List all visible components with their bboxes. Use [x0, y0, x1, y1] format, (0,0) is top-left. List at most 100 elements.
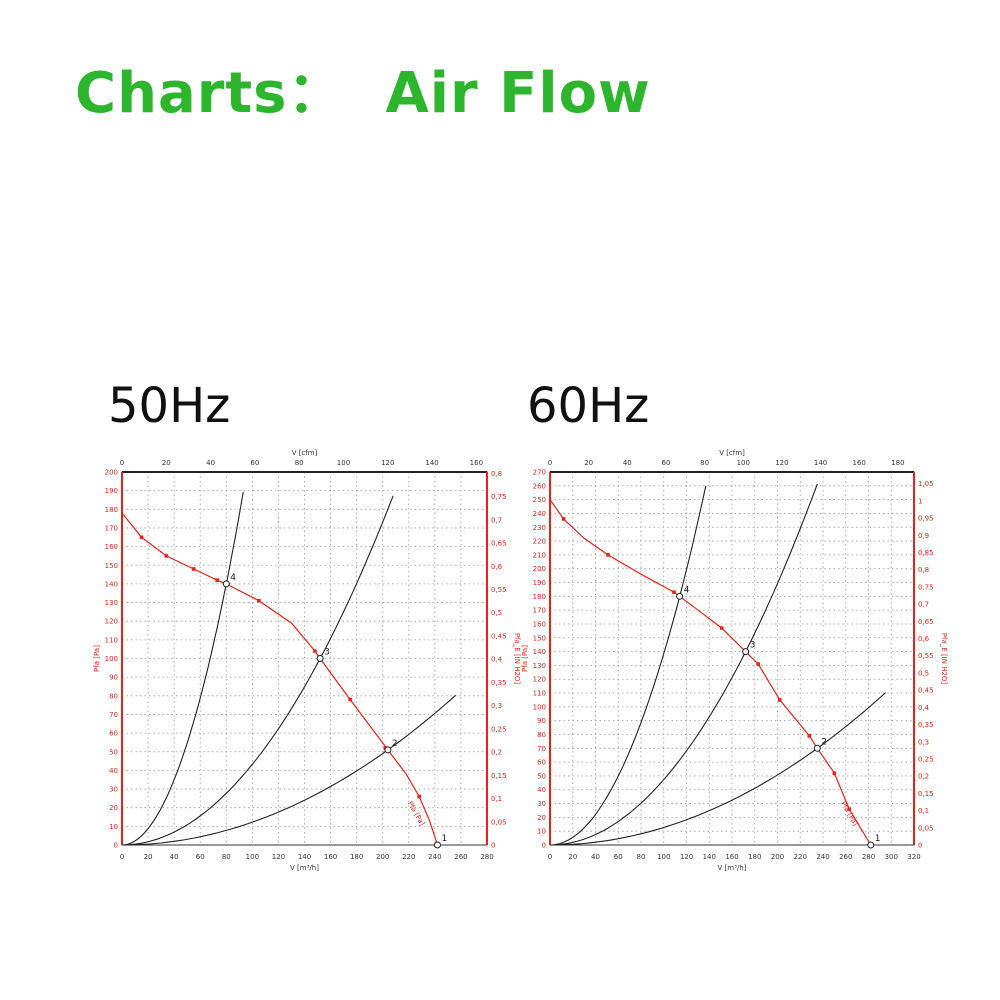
x2-tick-label: 40 — [623, 459, 632, 467]
y2-tick-label: 0,45 — [918, 687, 934, 695]
y-tick-label: 10 — [109, 823, 118, 831]
operating-point — [433, 841, 441, 849]
y2-tick-label: 0,1 — [918, 807, 929, 815]
y2-tick-label: 0,55 — [491, 586, 507, 594]
page-title: Charts： Air Flow — [75, 61, 651, 126]
x2-tick-label: 120 — [775, 459, 788, 467]
x2-tick-label: 120 — [381, 459, 394, 467]
x-tick-label: 120 — [680, 853, 693, 861]
y-tick-label: 60 — [537, 759, 546, 767]
y2-tick-label: 0,45 — [491, 632, 507, 640]
x-tick-label: 60 — [614, 853, 623, 861]
y-tick-label: 80 — [109, 692, 118, 700]
fan-curve-marker — [719, 626, 724, 630]
x-tick-label: 180 — [350, 853, 363, 861]
x-tick-label: 220 — [402, 853, 415, 861]
fan-curve-marker — [807, 734, 812, 738]
y2-tick-label: 0 — [491, 842, 495, 850]
operating-point-label: 3 — [750, 641, 756, 651]
y-tick-label: 150 — [105, 562, 118, 570]
y2-tick-label: 0,75 — [491, 493, 507, 501]
x-tick-label: 160 — [324, 853, 337, 861]
x-tick-label: 120 — [272, 853, 285, 861]
y-tick-label: 100 — [105, 655, 118, 663]
operating-point — [222, 580, 230, 588]
y-tick-label: 190 — [533, 579, 546, 587]
fan-curve-marker — [191, 567, 196, 571]
fan-curve-marker — [832, 771, 837, 775]
x-tick-label: 140 — [298, 853, 311, 861]
y-tick-label: 90 — [109, 674, 118, 682]
x-tick-label: 20 — [144, 853, 153, 861]
y2-tick-label: 0,7 — [918, 601, 929, 609]
x-tick-label: 240 — [816, 853, 829, 861]
y2-tick-label: 0,7 — [491, 516, 502, 524]
y2-tick-label: 0,15 — [918, 790, 934, 798]
x-tick-label: 320 — [907, 853, 920, 861]
y2-tick-label: 0 — [918, 842, 922, 850]
y2-tick-label: 0,3 — [491, 702, 502, 710]
fan-curve-marker — [139, 535, 144, 540]
plot-frame — [549, 471, 915, 846]
y2-tick-label: 0,65 — [918, 618, 934, 626]
y-tick-label: 110 — [533, 690, 546, 698]
y2-axis-label: Pfa_E [IN H2O] — [513, 633, 521, 685]
y-axis-label: Pfa [Pa] — [521, 645, 529, 672]
y-tick-label: 180 — [533, 593, 546, 601]
fan-curve-marker — [313, 649, 317, 653]
y2-tick-label: 0,8 — [491, 470, 502, 478]
x-tick-label: 40 — [591, 853, 600, 861]
y2-tick-label: 0,25 — [491, 725, 507, 733]
y-tick-label: 130 — [533, 662, 546, 670]
y-tick-label: 100 — [533, 703, 546, 711]
y-tick-label: 140 — [533, 648, 546, 656]
y2-tick-label: 0,9 — [918, 532, 929, 540]
operating-point — [384, 746, 392, 754]
y2-tick-label: 0,25 — [918, 755, 934, 763]
chart-label-60hz: 60Hz — [527, 378, 650, 434]
y-tick-label: 240 — [533, 510, 546, 518]
x2-axis-label: V [cfm] — [719, 449, 745, 457]
x-tick-label: 80 — [637, 853, 646, 861]
y-tick-label: 270 — [533, 469, 546, 477]
y2-tick-label: 0,75 — [918, 583, 934, 591]
x2-tick-label: 160 — [853, 459, 866, 467]
x2-tick-label: 20 — [162, 459, 171, 467]
operating-point-label: 2 — [392, 739, 398, 749]
y-tick-label: 170 — [533, 607, 546, 615]
system-curve-3 — [550, 692, 886, 846]
fan-curve-marker — [215, 578, 219, 582]
y-tick-label: 200 — [533, 565, 546, 573]
y2-tick-label: 0,3 — [918, 738, 929, 746]
x2-tick-label: 40 — [206, 459, 215, 467]
y-tick-label: 30 — [109, 786, 118, 794]
operating-point — [813, 744, 821, 752]
fan-curve — [549, 499, 872, 846]
y-tick-label: 160 — [533, 620, 546, 628]
fan-curve-marker — [606, 553, 610, 557]
y-tick-label: 80 — [537, 731, 546, 739]
operating-point-label: 2 — [821, 737, 827, 747]
x2-tick-label: 140 — [814, 459, 827, 467]
y-axis-label: Pfa [Pa] — [93, 645, 101, 672]
operating-point-label: 3 — [324, 648, 330, 658]
y2-tick-label: 0,5 — [918, 669, 929, 677]
y-tick-label: 40 — [109, 767, 118, 775]
x2-tick-label: 80 — [700, 459, 709, 467]
x-tick-label: 60 — [196, 853, 205, 861]
y-tick-label: 180 — [105, 506, 118, 514]
operating-point — [867, 841, 875, 849]
x-tick-label: 100 — [657, 853, 670, 861]
y2-tick-label: 0,85 — [918, 549, 934, 557]
x-tick-label: 260 — [839, 853, 852, 861]
y-tick-label: 230 — [533, 524, 546, 532]
y2-tick-label: 0,6 — [491, 563, 503, 571]
fan-curve-label: Pfa [Pa] — [839, 800, 859, 827]
operating-point-label: 4 — [230, 573, 236, 583]
fan-curve — [121, 512, 439, 846]
fan-curve-marker — [417, 794, 422, 799]
y-tick-label: 220 — [533, 538, 546, 546]
x-tick-label: 280 — [862, 853, 875, 861]
y-tick-label: 120 — [533, 676, 546, 684]
x-tick-label: 300 — [885, 853, 898, 861]
